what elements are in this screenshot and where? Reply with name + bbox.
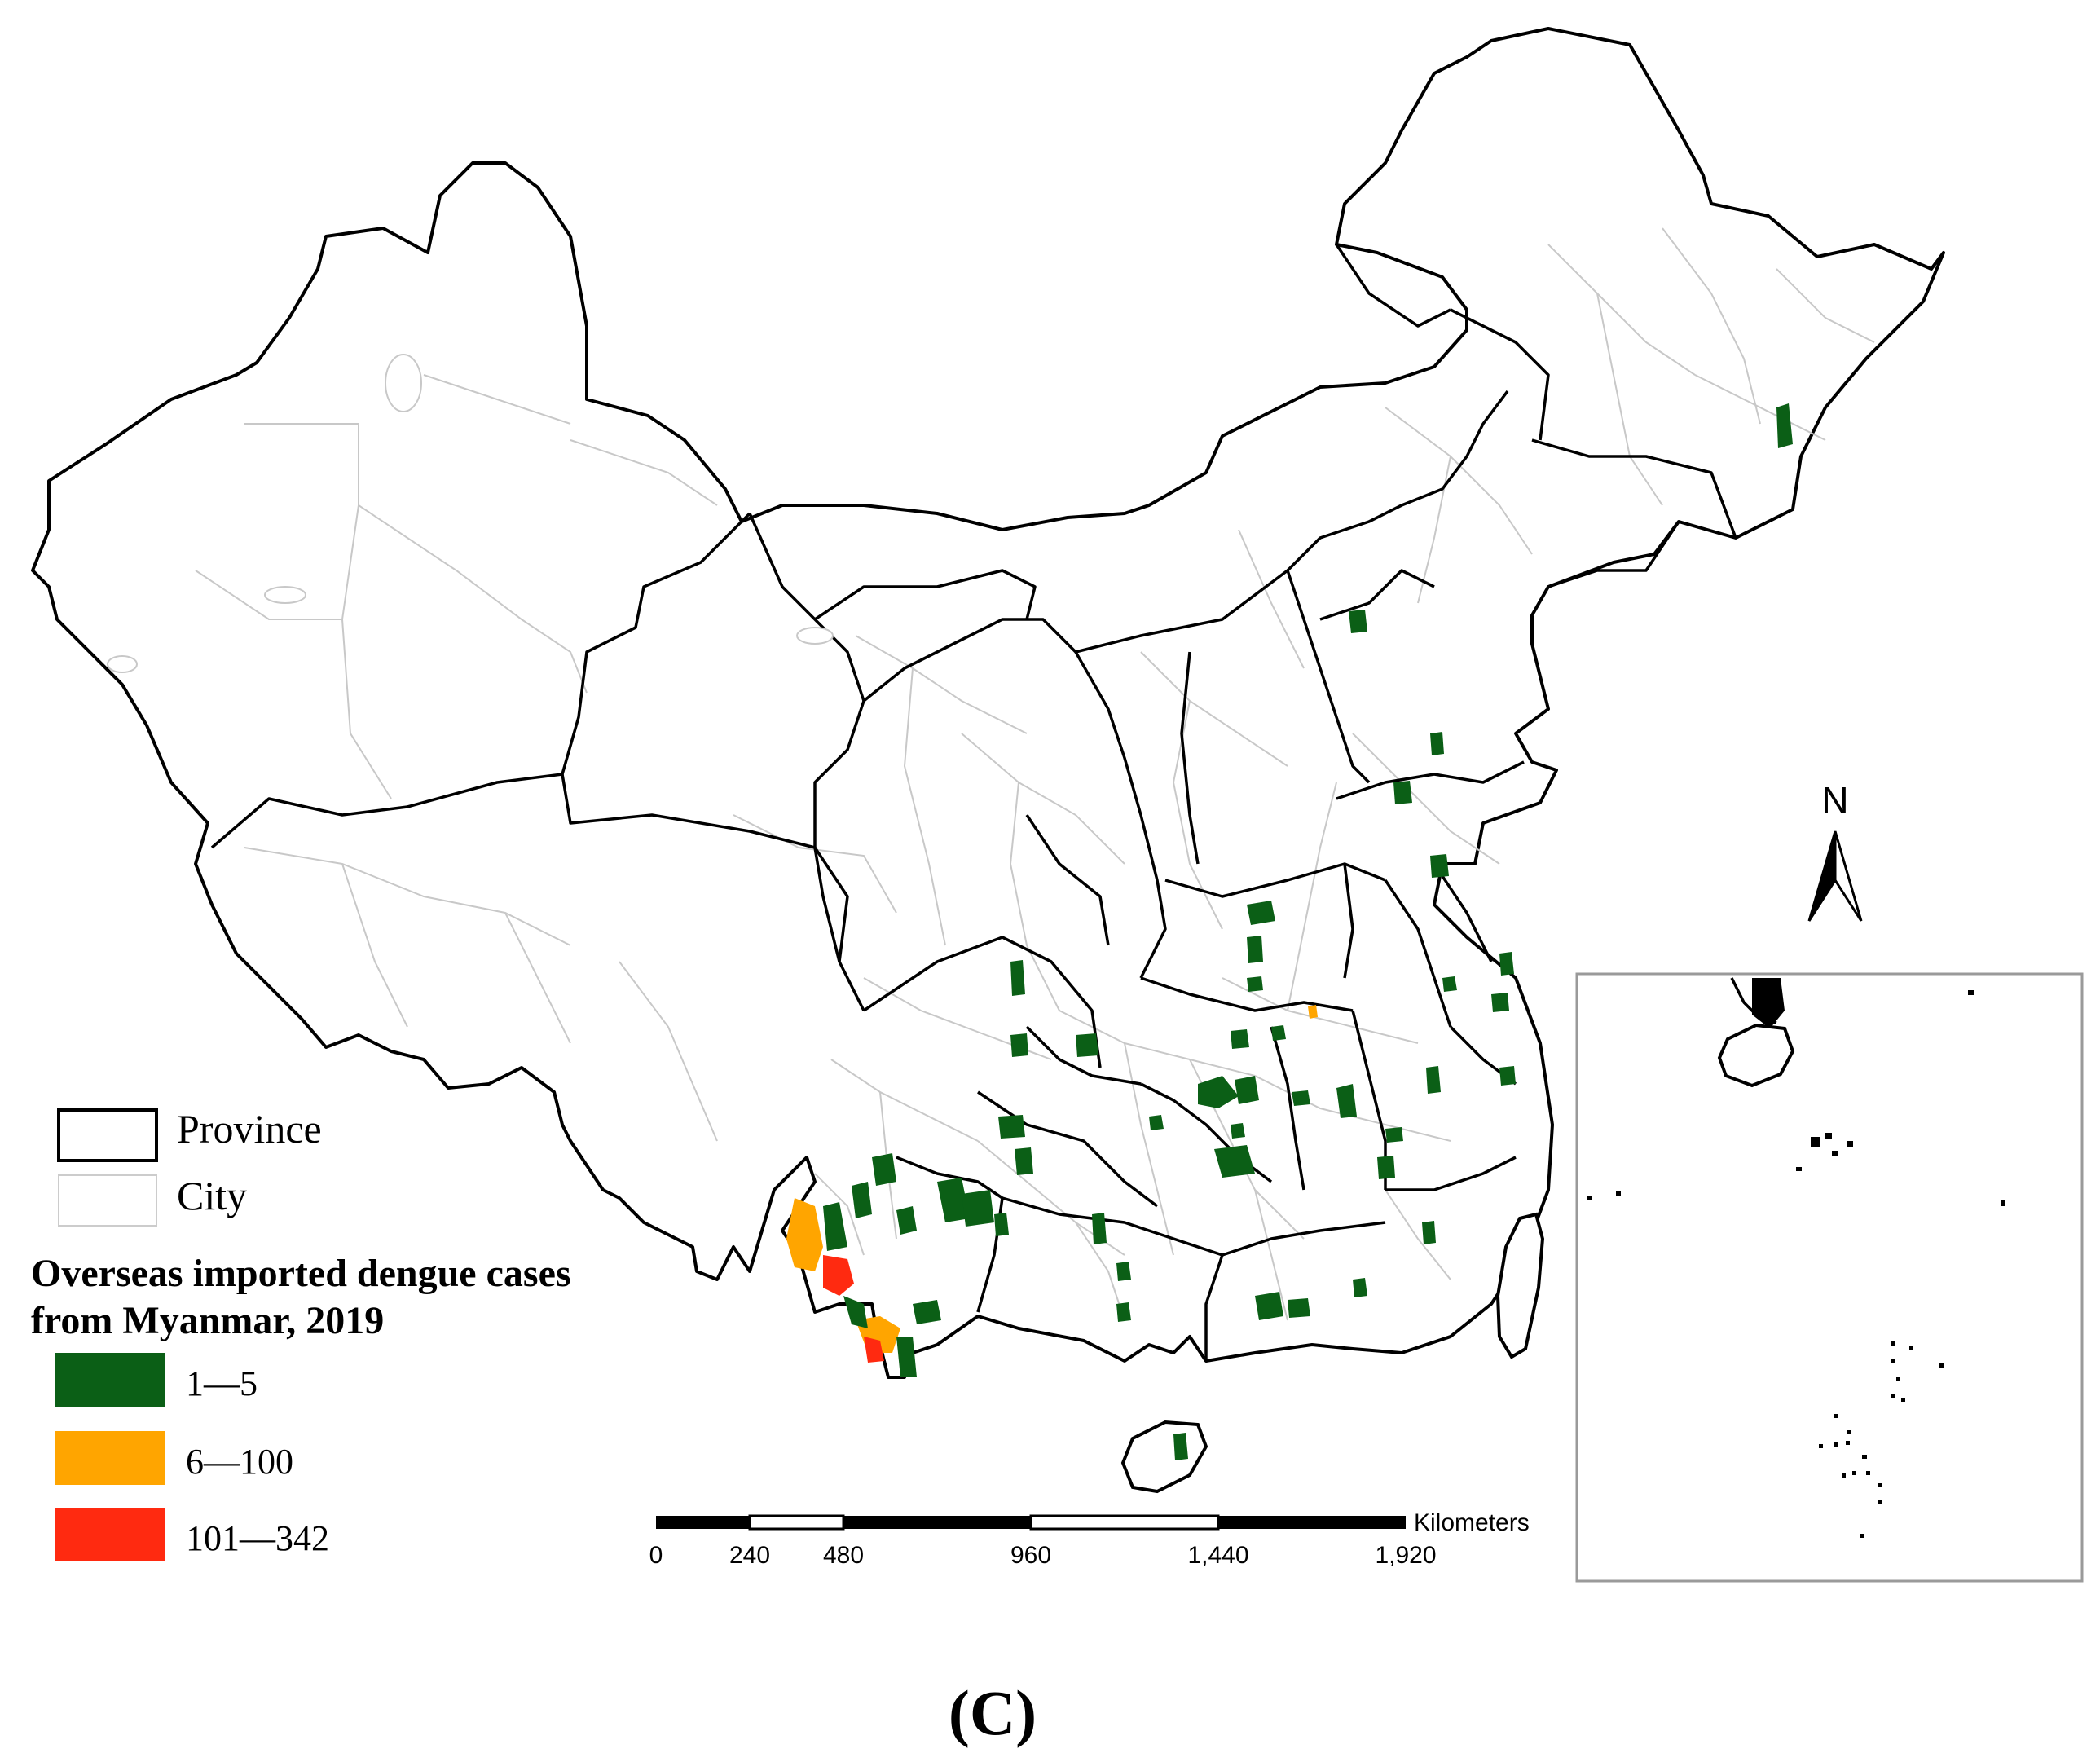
panel-label: (C) — [949, 1677, 1037, 1748]
legend-class-swatch — [55, 1353, 165, 1407]
inset-coastline-peninsula — [1752, 978, 1785, 1028]
scale-bar-unit: Kilometers — [1414, 1509, 1530, 1536]
scale-bar-segment — [1029, 1514, 1220, 1531]
hainan-island — [1120, 1420, 1208, 1494]
legend-class-label: 1—5 — [186, 1363, 258, 1403]
scale-bar-tick-label: 1,440 — [1187, 1542, 1248, 1569]
legend-class-swatch — [55, 1508, 165, 1561]
legend-class-label: 6—100 — [186, 1442, 293, 1482]
scale-bar-segment — [1218, 1516, 1406, 1529]
scale-bar-segment — [748, 1514, 845, 1531]
scale-bar-tick-label: 240 — [729, 1542, 770, 1569]
inset-frame — [1575, 972, 2084, 1583]
south-china-sea-inset — [1575, 972, 2084, 1583]
china-outline — [31, 27, 1945, 1379]
scale-bar-tick-label: 960 — [1010, 1542, 1051, 1569]
north-arrow-label: N — [1821, 779, 1848, 821]
legend-class-swatch — [55, 1431, 165, 1485]
legend-province-label: Province — [177, 1106, 322, 1152]
case-areas-1-5 — [823, 403, 1793, 1460]
scale-bar-tick-label: 1,920 — [1375, 1542, 1436, 1569]
case-area-101-342 — [864, 1337, 884, 1363]
scale-bar-tick-label: 0 — [649, 1542, 663, 1569]
case-area-6-100 — [1308, 1005, 1318, 1019]
legend-title: Overseas imported dengue cases — [31, 1252, 571, 1295]
case-areas — [786, 403, 1793, 1460]
inset-hainan — [1717, 1023, 1795, 1088]
legend: Province City Overseas imported dengue c… — [31, 1106, 571, 1561]
scale-bar-segment — [843, 1516, 1031, 1529]
inset-islands — [1587, 990, 2005, 1538]
scale-bar-segment — [656, 1516, 750, 1529]
legend-province-swatch — [57, 1108, 158, 1162]
scale-bar: Kilometers 0 240 480 960 1,440 1,920 — [649, 1509, 1530, 1569]
north-arrow-right-half — [1834, 830, 1863, 922]
case-area-101-342 — [823, 1255, 854, 1296]
north-arrow-left-half — [1807, 830, 1837, 922]
legend-title: from Myanmar, 2019 — [31, 1299, 384, 1342]
legend-class-label: 101—342 — [186, 1518, 329, 1558]
legend-city-swatch — [58, 1174, 157, 1227]
case-area-6-100 — [786, 1198, 823, 1271]
legend-city-label: City — [177, 1173, 247, 1218]
north-arrow: N — [1807, 779, 1863, 922]
lakes — [107, 354, 834, 673]
taiwan-island — [1495, 1212, 1545, 1359]
scale-bar-tick-label: 480 — [823, 1542, 864, 1569]
province-boundaries — [210, 244, 1737, 1361]
